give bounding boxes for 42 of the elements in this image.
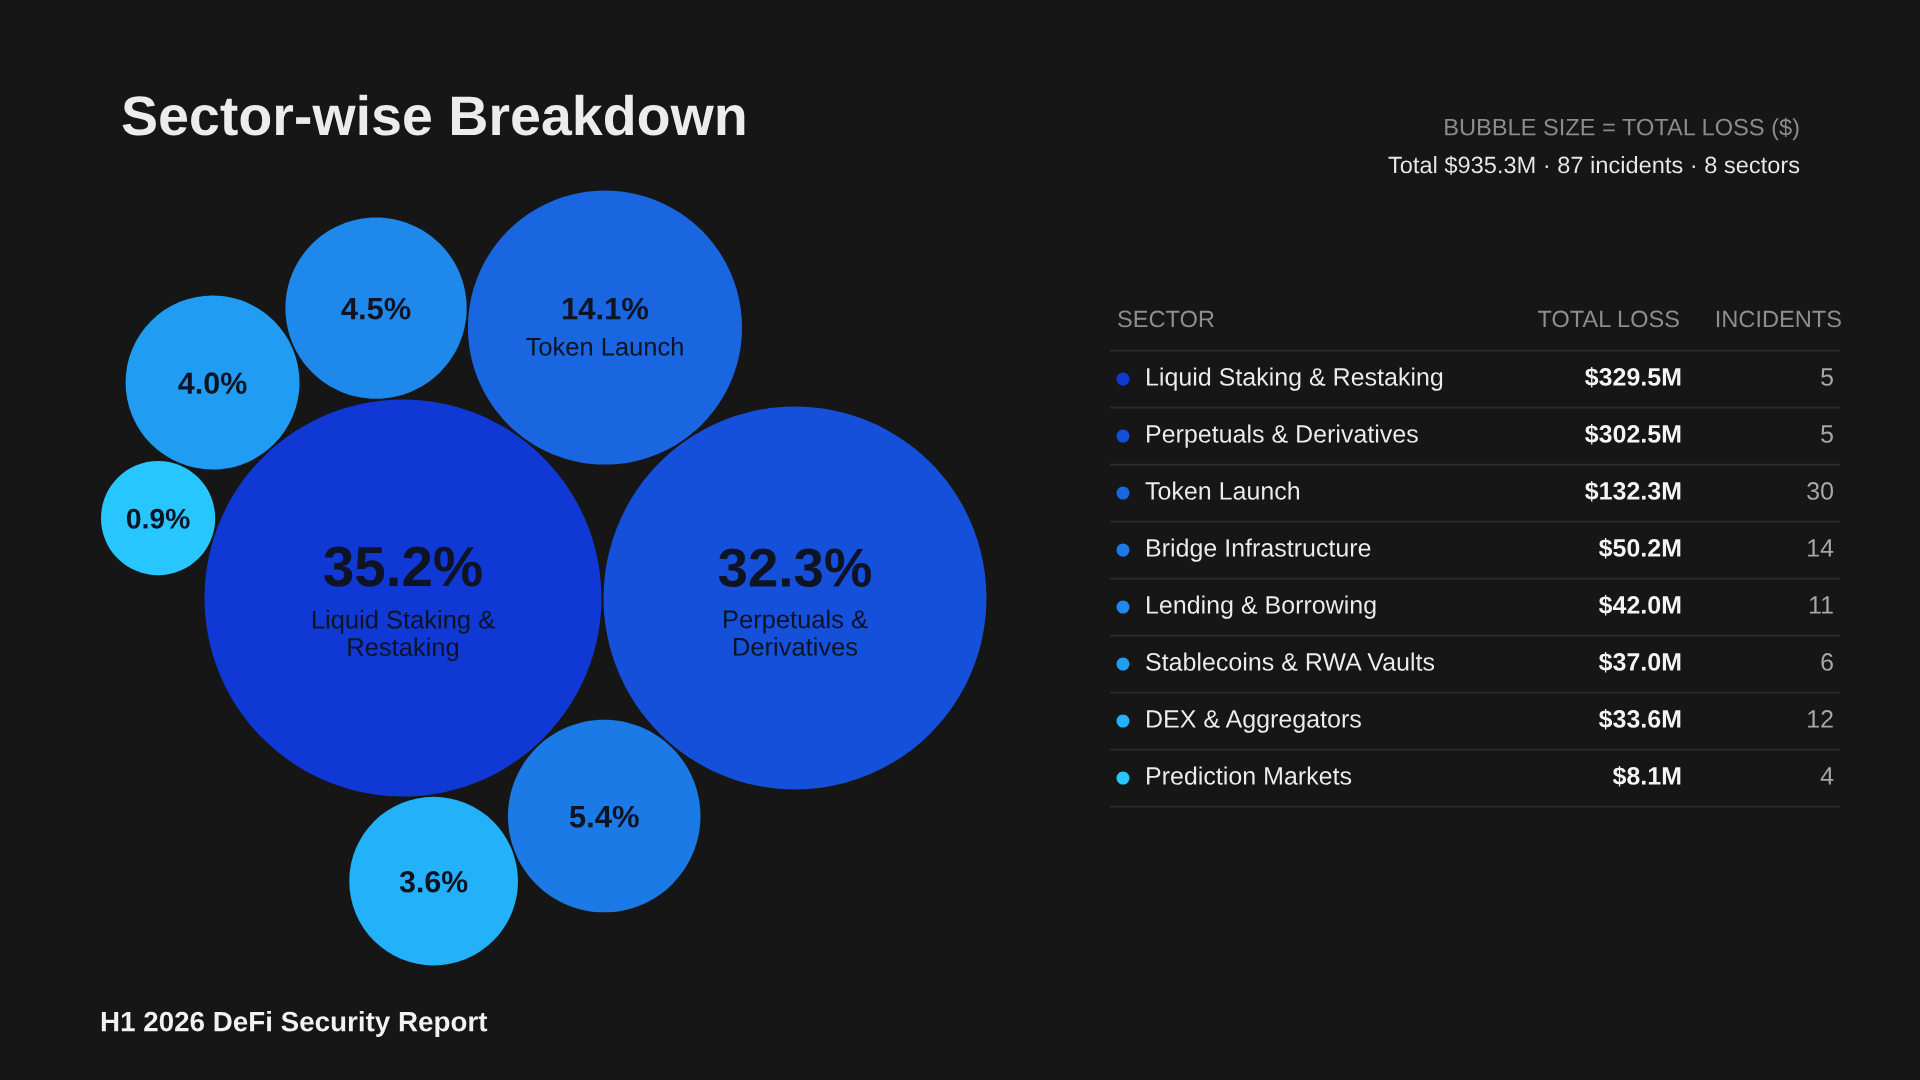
data-label: 14 — [1808, 539, 1834, 557]
text: INCIDENTS — [1716, 310, 1841, 328]
data-label: $50.2M — [1598, 538, 1681, 559]
data-label: $132.3M — [1585, 481, 1681, 502]
category-label: Perpetuals & Derivatives — [1147, 424, 1418, 448]
data-label: $37.0M — [1598, 652, 1681, 673]
data-label: $302.5M — [1585, 424, 1681, 445]
data-label: $8.1M — [1612, 766, 1681, 787]
category-label: Perpetuals & Derivatives — [724, 609, 868, 656]
category-label: Liquid Staking & Restaking — [312, 609, 495, 662]
data-label: 4 — [1820, 767, 1834, 785]
text: 32.3% — [718, 548, 871, 588]
text: 5.4% — [569, 805, 639, 828]
text: 14.1% — [562, 297, 649, 320]
text: Total $935.3M · 87 incidents · 8 sectors — [1388, 155, 1800, 175]
category-label: Stablecoins & RWA Vaults — [1146, 652, 1435, 671]
data-label: $329.5M — [1585, 367, 1681, 388]
data-label: 11 — [1809, 596, 1833, 614]
text: Sector-wise Breakdown — [122, 94, 745, 136]
data-label: 5 — [1821, 368, 1833, 386]
data-label: 5 — [1821, 425, 1833, 443]
text: BUBBLE SIZE = TOTAL LOSS ($) — [1445, 117, 1799, 141]
data-label: 12 — [1808, 710, 1833, 728]
text: TOTAL LOSS — [1537, 310, 1679, 328]
category-label: Token Launch — [1145, 481, 1300, 500]
category-label: DEX & Aggregators — [1147, 710, 1361, 733]
category-label: Bridge Infrastructure — [1147, 538, 1371, 562]
category-label: Liquid Staking & Restaking — [1147, 367, 1443, 391]
data-label: 6 — [1821, 653, 1833, 671]
data-label: $33.6M — [1598, 709, 1681, 730]
category-label: Prediction Markets — [1147, 766, 1352, 785]
text: 4.5% — [341, 297, 411, 320]
data-label: $42.0M — [1598, 595, 1681, 616]
text: H1 2026 DeFi Security Report — [101, 1011, 488, 1037]
data-label: 30 — [1807, 482, 1834, 500]
text: 35.2% — [324, 546, 482, 587]
text: 3.6% — [399, 871, 468, 893]
legend-title: SECTOR — [1118, 310, 1214, 328]
category-label: Token Launch — [526, 337, 683, 356]
category-label: Lending & Borrowing — [1147, 595, 1376, 619]
text: 4.0% — [178, 372, 247, 394]
text: 0.9% — [126, 508, 190, 529]
